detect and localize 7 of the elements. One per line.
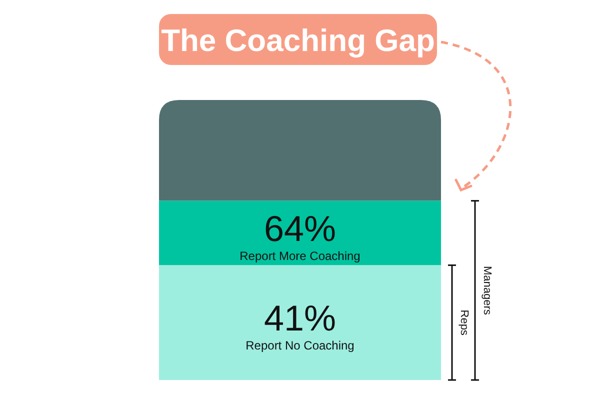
annotation: 64% — [264, 208, 336, 249]
series-label: Report More Coaching — [240, 249, 360, 263]
text: Managers — [481, 266, 493, 316]
data-label: 41% — [264, 298, 336, 339]
series-label: Report No Coaching — [246, 338, 354, 353]
chart-title: The Coaching Gap — [161, 23, 435, 58]
text: Reps — [458, 310, 470, 336]
